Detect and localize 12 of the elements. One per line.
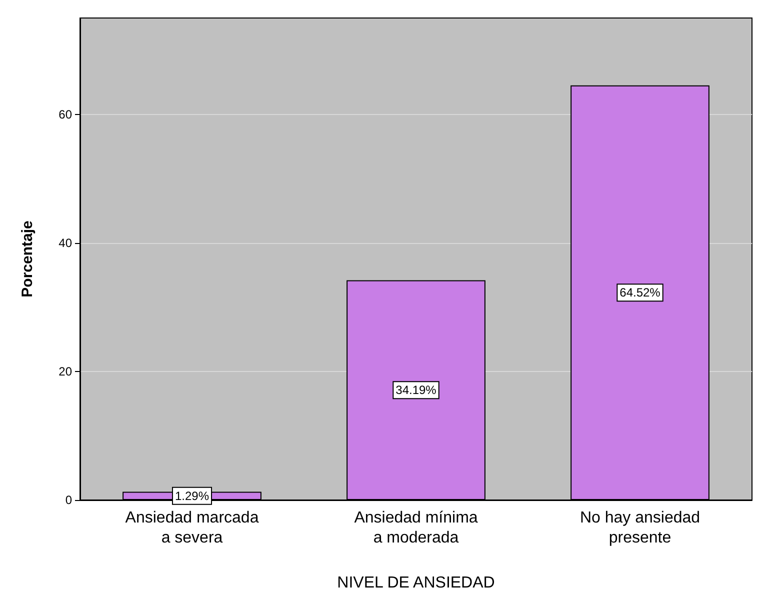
x-tick-label: Ansiedad mínima a moderada xyxy=(354,510,478,546)
y-tick-label: 40 xyxy=(58,236,72,250)
x-tick-label: Ansiedad marcada a severa xyxy=(125,510,259,546)
y-tick-label: 0 xyxy=(65,493,72,507)
data-label: 34.19% xyxy=(396,383,437,398)
data-label: 64.52% xyxy=(620,286,661,300)
data-label: 1.29% xyxy=(174,488,210,503)
y-tick-label: 60 xyxy=(58,107,72,122)
x-tick-label: No hay ansiedad presente xyxy=(580,510,700,546)
x-axis-title: NIVEL DE ANSIEDAD xyxy=(337,574,495,592)
y-tick-label: 20 xyxy=(58,364,72,378)
y-axis-title: Porcentaje xyxy=(19,220,36,298)
